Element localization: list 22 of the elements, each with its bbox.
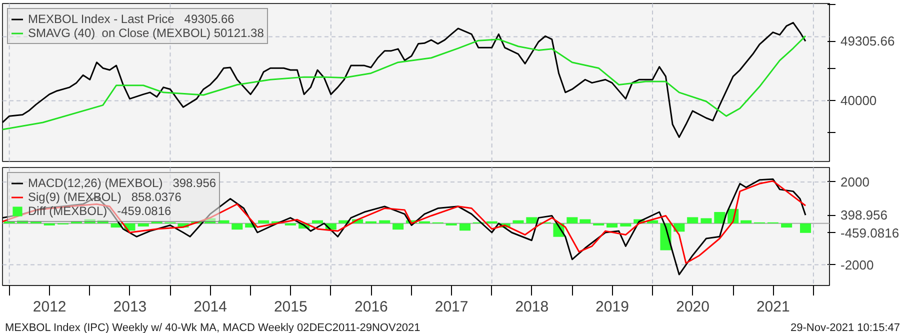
x-tick-label: 2019 <box>596 298 629 316</box>
y-tick-label: 2000 <box>840 174 870 190</box>
legend-label: SMAVG (40) on Close (MEXBOL) 50121.38 <box>28 26 264 40</box>
x-tick-label: 2016 <box>354 298 388 316</box>
legend-label: MACD(12,26) (MEXBOL) 398.956 <box>28 176 216 190</box>
y-tick-label: 398.956 <box>840 208 888 223</box>
x-tick-label: 2018 <box>515 298 549 316</box>
legend-label: MEXBOL Index - Last Price 49305.66 <box>28 12 234 26</box>
legend-label: Sig(9) (MEXBOL) 858.0376 <box>28 190 182 204</box>
x-tick-label: 2012 <box>32 298 66 316</box>
x-tick-label: 2017 <box>434 298 468 316</box>
text: MEXBOL Index (IPC) Weekly w/ 40-Wk MA, MACD Weekly 02DEC2011-29NOV2021 <box>5 321 420 333</box>
y-tick-label: -2000 <box>840 257 874 272</box>
y-tick-label: 49305.66 <box>840 34 895 49</box>
x-tick-label: 2015 <box>274 298 308 316</box>
y-tick-label: 40000 <box>840 93 877 108</box>
y-tick-label: -459.0816 <box>840 225 900 240</box>
x-tick-label: 2020 <box>676 298 710 316</box>
x-tick-label: 2014 <box>194 298 227 316</box>
x-tick-label: 2021 <box>756 298 790 316</box>
x-tick-label: 2013 <box>113 298 147 316</box>
text: 29-Nov-2021 10:15:47 <box>790 321 900 333</box>
